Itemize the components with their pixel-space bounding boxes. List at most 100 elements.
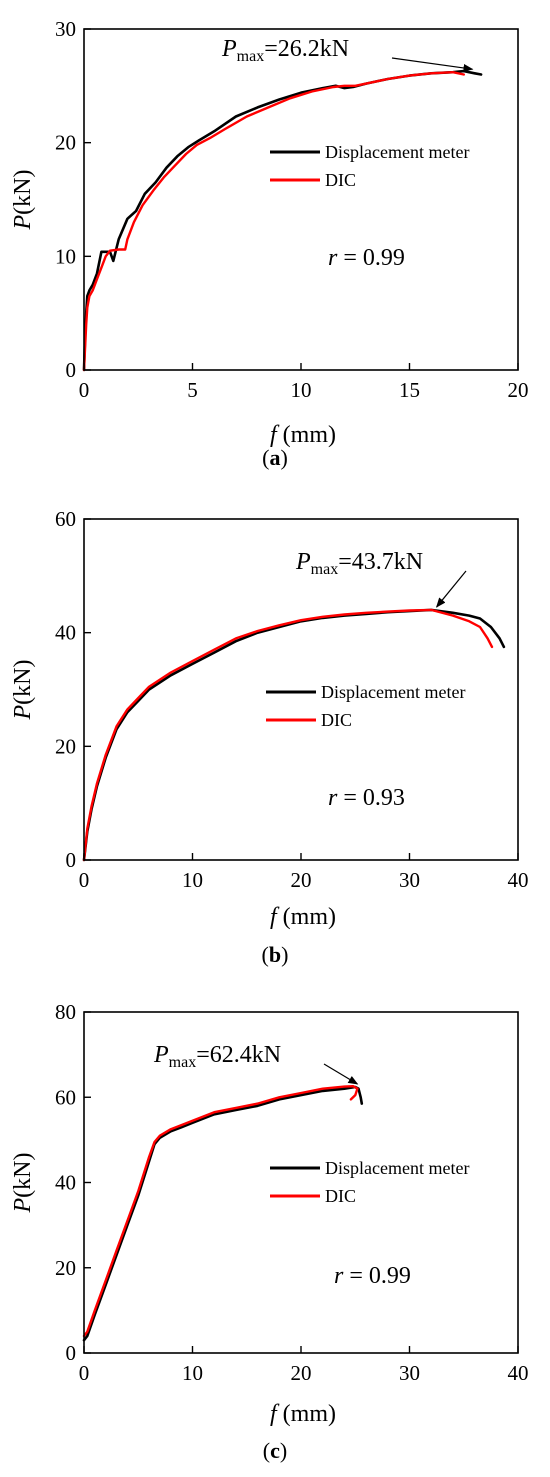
series-line-dic — [82, 608, 494, 862]
y-axis-label: P(kN) — [10, 660, 36, 721]
y-tick-label: 0 — [66, 1341, 77, 1365]
x-tick-label: 10 — [291, 378, 312, 402]
pmax-annotation: Pmax=26.2kN — [221, 36, 349, 65]
correlation-label: r = 0.99 — [328, 245, 405, 271]
y-axis-label: P(kN) — [10, 1153, 36, 1214]
caption-letter: c — [270, 1438, 280, 1463]
correlation-value: = 0.93 — [337, 785, 405, 811]
caption-close: ) — [281, 445, 288, 470]
y-tick-label: 40 — [55, 1171, 76, 1195]
x-tick-label: 20 — [508, 378, 529, 402]
pmax-value: =43.7kN — [338, 549, 423, 575]
panel-caption: (a) — [262, 445, 288, 470]
correlation-symbol: r — [334, 1263, 344, 1289]
x-tick-label: 15 — [399, 378, 420, 402]
x-tick-label: 0 — [79, 1361, 90, 1385]
x-tick-label: 40 — [508, 1361, 529, 1385]
x-axis-label: f (mm) — [270, 1401, 336, 1427]
x-axis-label: f (mm) — [270, 422, 336, 448]
series-line-displacement-meter — [82, 1085, 364, 1342]
plot-frame — [83, 1011, 519, 1354]
pmax-value: =62.4kN — [196, 1042, 281, 1068]
panel-caption: (c) — [263, 1438, 287, 1463]
x-tick-label: 5 — [187, 378, 198, 402]
pmax-annotation: Pmax=43.7kN — [295, 549, 423, 578]
y-tick-label: 80 — [55, 1000, 76, 1024]
y-tick-label: 20 — [55, 734, 76, 758]
legend: Displacement meter DIC — [266, 682, 465, 730]
x-tick-label: 0 — [79, 378, 90, 402]
x-axis-symbol: f — [270, 904, 280, 930]
series-line-dic — [82, 1084, 359, 1338]
legend: Displacement meter DIC — [270, 142, 469, 190]
x-tick-label: 40 — [508, 868, 529, 892]
y-axis-symbol: P — [10, 215, 36, 231]
caption-close: ) — [281, 942, 288, 967]
pmax-arrow — [323, 1063, 359, 1085]
caption-open: ( — [262, 445, 269, 470]
correlation-symbol: r — [328, 785, 338, 811]
x-axis-symbol: f — [270, 422, 280, 448]
y-tick-label: 60 — [55, 1085, 76, 1109]
caption-letter: a — [270, 445, 281, 470]
x-tick-label: 20 — [291, 868, 312, 892]
pmax-arrow — [435, 570, 467, 608]
plot-frame — [83, 28, 519, 371]
legend-label-dic: DIC — [321, 710, 352, 730]
x-tick-label: 0 — [79, 868, 90, 892]
pmax-symbol: P — [295, 549, 311, 575]
correlation-value: = 0.99 — [343, 1263, 411, 1289]
legend-label-dic: DIC — [325, 170, 356, 190]
y-axis-unit: (kN) — [10, 660, 36, 705]
y-axis-unit: (kN) — [10, 170, 36, 215]
x-axis-label: f (mm) — [270, 904, 336, 930]
panel-caption: (b) — [262, 942, 289, 967]
series-line-displacement-meter — [82, 608, 506, 862]
y-tick-label: 0 — [66, 358, 77, 382]
legend-label-displacement-meter: Displacement meter — [325, 142, 469, 162]
y-tick-label: 60 — [55, 507, 76, 531]
y-tick-label: 30 — [55, 17, 76, 41]
caption-close: ) — [280, 1438, 287, 1463]
x-axis-symbol: f — [270, 1401, 280, 1427]
x-axis-unit: (mm) — [277, 422, 336, 448]
series-line-dic — [82, 70, 465, 372]
legend: Displacement meter DIC — [270, 1158, 469, 1206]
caption-open: ( — [263, 1438, 270, 1463]
pmax-symbol: P — [153, 1042, 169, 1068]
x-tick-label: 30 — [399, 1361, 420, 1385]
correlation-label: r = 0.99 — [334, 1263, 411, 1289]
x-tick-label: 20 — [291, 1361, 312, 1385]
correlation-label: r = 0.93 — [328, 785, 405, 811]
caption-open: ( — [262, 942, 269, 967]
x-axis-unit: (mm) — [277, 904, 336, 930]
pmax-subscript: max — [237, 48, 265, 65]
pmax-subscript: max — [169, 1054, 197, 1071]
y-axis-label: P(kN) — [10, 170, 36, 231]
series-line-displacement-meter — [82, 69, 483, 372]
y-axis-unit: (kN) — [10, 1153, 36, 1198]
pmax-subscript: max — [311, 561, 339, 578]
y-axis-symbol: P — [10, 1198, 36, 1214]
pmax-symbol: P — [221, 36, 237, 62]
x-tick-label: 30 — [399, 868, 420, 892]
x-axis-unit: (mm) — [277, 1401, 336, 1427]
y-axis-symbol: P — [10, 705, 36, 721]
y-tick-label: 20 — [55, 131, 76, 155]
correlation-value: = 0.99 — [337, 245, 405, 271]
caption-letter: b — [269, 942, 281, 967]
correlation-symbol: r — [328, 245, 338, 271]
x-tick-label: 10 — [182, 868, 203, 892]
y-tick-label: 20 — [55, 1256, 76, 1280]
legend-label-displacement-meter: Displacement meter — [321, 682, 465, 702]
pmax-arrow — [391, 57, 474, 72]
pmax-annotation: Pmax=62.4kN — [153, 1042, 281, 1071]
y-tick-label: 40 — [55, 621, 76, 645]
legend-label-dic: DIC — [325, 1186, 356, 1206]
y-tick-label: 0 — [66, 848, 77, 872]
x-tick-label: 10 — [182, 1361, 203, 1385]
legend-label-displacement-meter: Displacement meter — [325, 1158, 469, 1178]
